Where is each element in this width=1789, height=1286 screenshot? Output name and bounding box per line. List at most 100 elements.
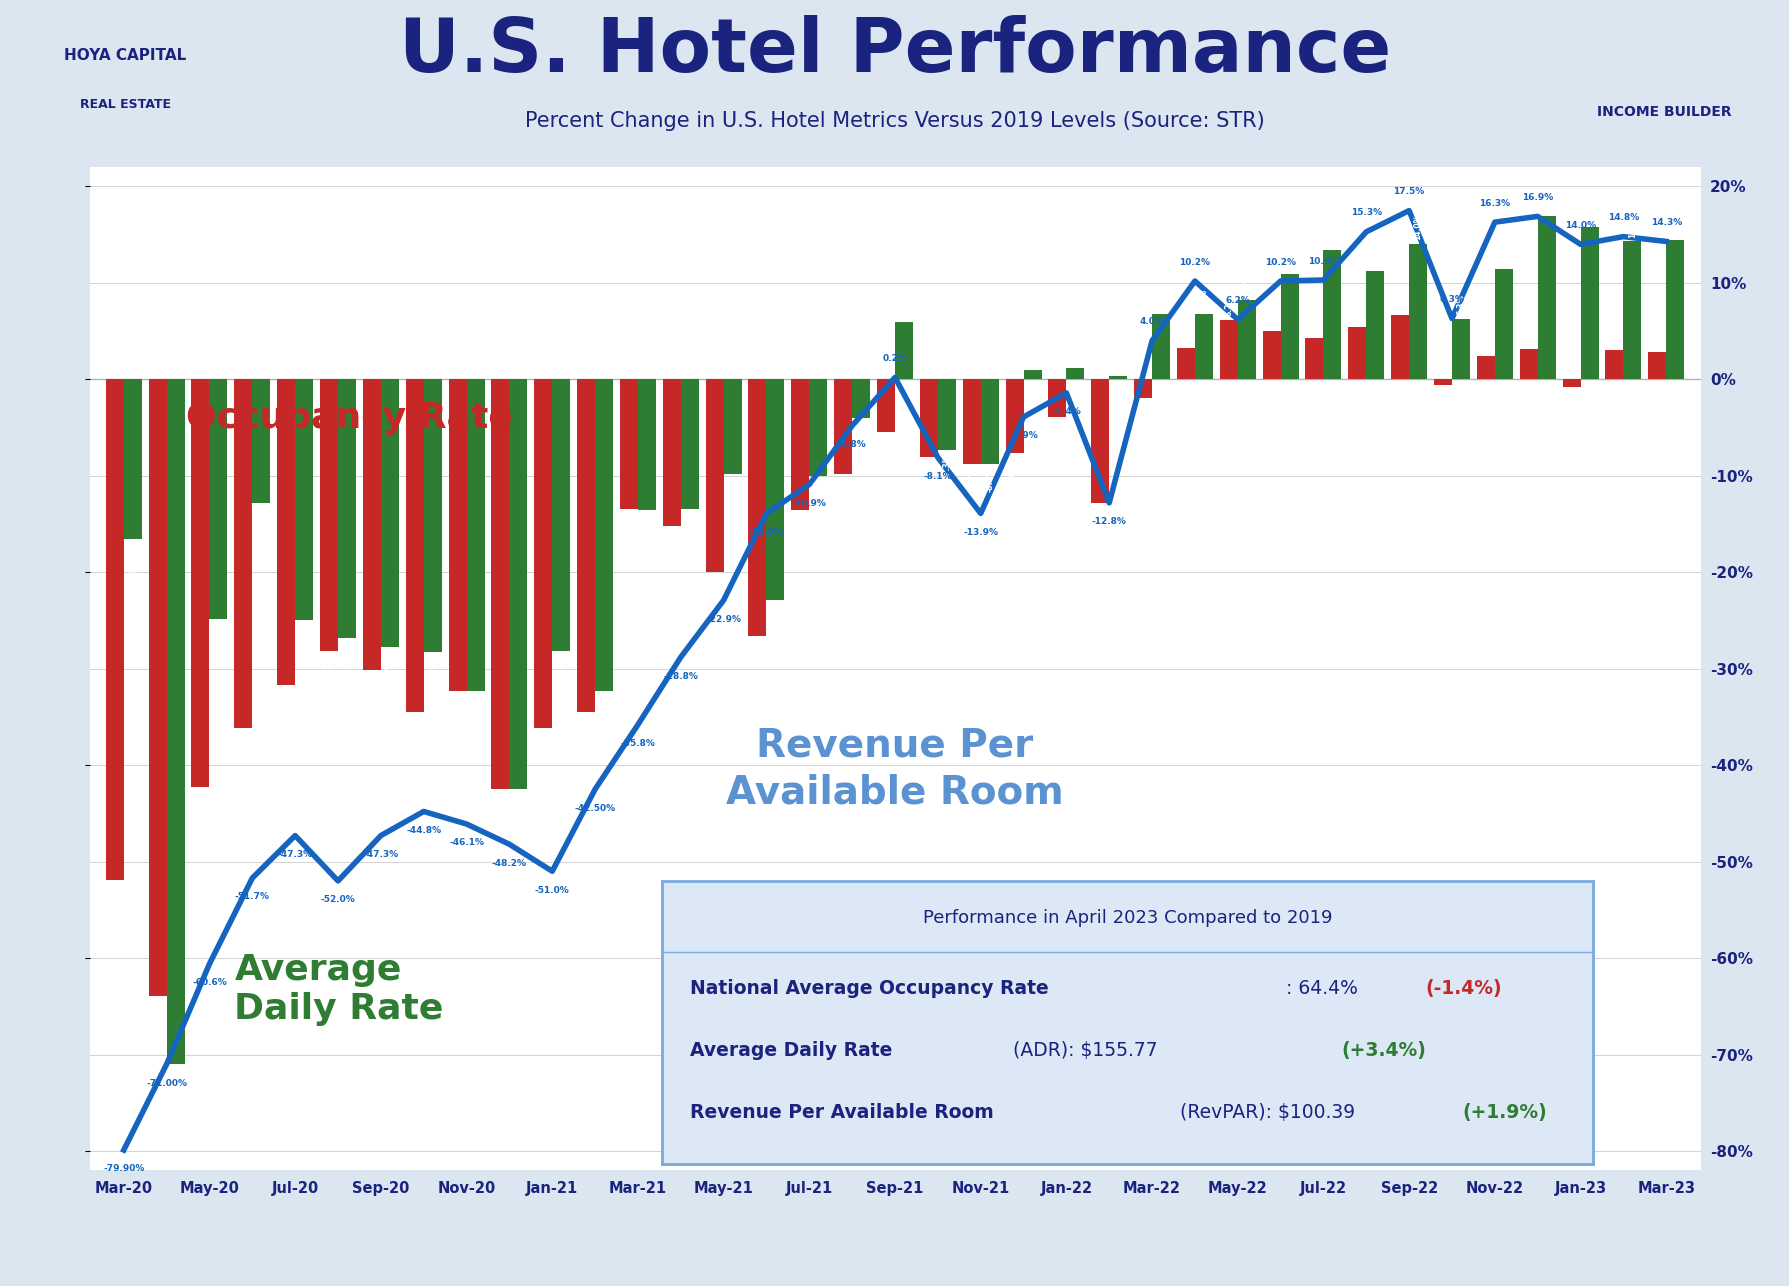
Text: -13.5%: -13.5%: [642, 513, 651, 543]
Text: -42.50%: -42.50%: [574, 804, 615, 813]
Text: -26.6%: -26.6%: [753, 639, 762, 669]
Text: -32.3%: -32.3%: [471, 694, 479, 724]
Bar: [553, 379, 571, 651]
Bar: [1365, 271, 1383, 379]
Bar: [766, 379, 784, 601]
Bar: [1091, 379, 1109, 503]
Text: -32.3%: -32.3%: [599, 694, 608, 724]
Bar: [852, 379, 869, 418]
Bar: [148, 379, 166, 995]
Text: -13.4%: -13.4%: [624, 512, 633, 541]
Bar: [809, 379, 827, 476]
Bar: [381, 379, 399, 647]
Text: -5.5%: -5.5%: [880, 436, 889, 460]
Text: (RevPAR): $100.39: (RevPAR): $100.39: [1174, 1103, 1354, 1123]
Text: -28.2%: -28.2%: [556, 656, 565, 684]
Text: -34.5%: -34.5%: [410, 716, 419, 745]
Text: -8.8%: -8.8%: [966, 468, 975, 493]
Bar: [1476, 356, 1494, 379]
Bar: [791, 379, 809, 509]
Text: -27.7%: -27.7%: [385, 651, 394, 680]
Text: -10.0%: -10.0%: [814, 480, 823, 509]
Text: -13.4%: -13.4%: [685, 512, 694, 541]
Text: -8.8%: -8.8%: [984, 468, 993, 493]
Text: 14.0%: 14.0%: [1564, 221, 1596, 230]
Bar: [1236, 301, 1256, 379]
Text: 6.8%: 6.8%: [1156, 289, 1165, 310]
Bar: [576, 379, 594, 712]
Bar: [1580, 226, 1598, 379]
Text: 16.3%: 16.3%: [1478, 199, 1510, 208]
Text: -22.9%: -22.9%: [771, 604, 780, 634]
Text: Occupancy Rate: Occupancy Rate: [186, 401, 513, 435]
Bar: [894, 322, 912, 379]
Text: -9.8%: -9.8%: [839, 478, 848, 502]
Bar: [1494, 270, 1512, 379]
Text: Average
Daily Rate: Average Daily Rate: [234, 953, 444, 1026]
Text: -44.8%: -44.8%: [406, 826, 442, 835]
Text: -12.8%: -12.8%: [256, 507, 265, 536]
Text: -47.3%: -47.3%: [363, 850, 399, 859]
Text: -51.7%: -51.7%: [234, 892, 270, 901]
Text: -35.8%: -35.8%: [621, 739, 655, 748]
Bar: [1605, 351, 1623, 379]
Text: (-1.4%): (-1.4%): [1424, 979, 1501, 998]
Text: -24.9%: -24.9%: [299, 624, 308, 653]
Bar: [406, 379, 424, 712]
Text: -12.8%: -12.8%: [1095, 507, 1104, 536]
Bar: [637, 379, 655, 509]
Text: -71.00%: -71.00%: [147, 1079, 188, 1088]
Text: -48.2%: -48.2%: [492, 859, 526, 868]
Bar: [234, 379, 252, 728]
Bar: [363, 379, 381, 670]
Bar: [1623, 242, 1641, 379]
Text: (ADR): $155.77: (ADR): $155.77: [1005, 1042, 1157, 1060]
Text: Average Daily Rate: Average Daily Rate: [691, 1042, 893, 1060]
Bar: [594, 379, 614, 691]
Text: -36.1%: -36.1%: [238, 732, 247, 761]
Bar: [1109, 377, 1127, 379]
Text: -71.00%: -71.00%: [172, 1067, 181, 1103]
Text: 17.5%: 17.5%: [1394, 188, 1424, 195]
Bar: [277, 379, 295, 685]
Text: -79.90%: -79.90%: [104, 1165, 145, 1173]
Text: -46.1%: -46.1%: [449, 838, 483, 847]
Text: -47.3%: -47.3%: [277, 850, 313, 859]
Text: 2.8%: 2.8%: [1651, 328, 1660, 349]
Text: 14.4%: 14.4%: [1669, 211, 1678, 237]
Text: -22.9%: -22.9%: [705, 615, 741, 624]
Text: -51.0%: -51.0%: [535, 886, 569, 895]
Text: -36.1%: -36.1%: [538, 732, 547, 761]
Bar: [1177, 347, 1195, 379]
Text: 11.4%: 11.4%: [1499, 239, 1508, 266]
Bar: [492, 379, 510, 790]
Bar: [467, 379, 485, 691]
Text: 6.3%: 6.3%: [1456, 293, 1465, 315]
Text: 16.9%: 16.9%: [1542, 186, 1551, 212]
Text: National Average Occupancy Rate: National Average Occupancy Rate: [691, 979, 1048, 998]
Bar: [320, 379, 338, 651]
Bar: [680, 379, 698, 509]
Text: -51.90%: -51.90%: [111, 883, 120, 918]
Text: -28.3%: -28.3%: [428, 656, 437, 685]
Bar: [705, 379, 723, 572]
Bar: [533, 379, 553, 728]
Text: -7.3%: -7.3%: [941, 454, 950, 478]
Text: INCOME BUILDER: INCOME BUILDER: [1596, 105, 1732, 118]
Text: -1.4%: -1.4%: [1052, 408, 1081, 417]
Text: -42.50%: -42.50%: [496, 793, 504, 828]
Text: (+3.4%): (+3.4%): [1342, 1042, 1426, 1060]
Text: -7.6%: -7.6%: [1009, 457, 1018, 481]
Text: 4.3%: 4.3%: [1310, 312, 1318, 334]
Bar: [449, 379, 467, 691]
Text: -13.9%: -13.9%: [748, 527, 784, 536]
Text: -8.1%: -8.1%: [923, 472, 952, 481]
Bar: [619, 379, 637, 509]
Bar: [962, 379, 980, 464]
Text: 0.2%: 0.2%: [882, 354, 907, 363]
Bar: [106, 379, 123, 880]
Text: -42.50%: -42.50%: [513, 793, 522, 828]
Text: 10.2%: 10.2%: [1179, 257, 1209, 266]
Text: Revenue Per Available Room: Revenue Per Available Room: [691, 1103, 993, 1123]
Text: -10.9%: -10.9%: [791, 499, 827, 508]
